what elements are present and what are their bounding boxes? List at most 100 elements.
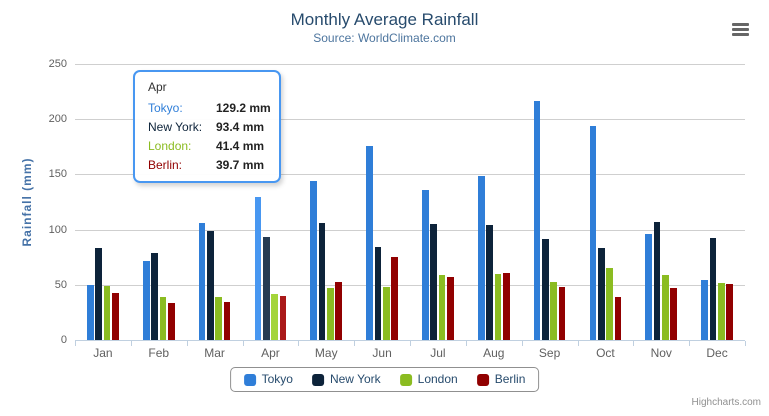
tooltip-row-new-york: New York: 93.4 mm <box>148 118 269 137</box>
x-axis-tick <box>75 341 76 346</box>
tooltip-series-value: 39.7 mm <box>216 158 265 172</box>
gridline-100 <box>75 229 745 231</box>
bar-tokyo-nov[interactable] <box>645 234 653 340</box>
bar-tokyo-may[interactable] <box>310 181 318 340</box>
legend-swatch-london <box>399 373 412 386</box>
hamburger-icon <box>732 33 749 36</box>
bar-london-dec[interactable] <box>717 283 725 340</box>
x-axis-tick <box>689 341 691 346</box>
tooltip-series-label: London: <box>148 139 192 153</box>
x-axis-tick <box>354 341 356 346</box>
bar-berlin-mar[interactable] <box>223 301 231 340</box>
chart-subtitle: Source: WorldClimate.com <box>313 31 456 45</box>
bar-new-york-mar[interactable] <box>207 231 214 340</box>
bar-berlin-may[interactable] <box>335 281 343 340</box>
bar-tokyo-jun[interactable] <box>366 145 373 340</box>
bar-london-mar[interactable] <box>215 296 223 340</box>
bar-berlin-oct[interactable] <box>614 296 622 340</box>
bar-london-sep[interactable] <box>550 282 558 340</box>
bar-new-york-sep[interactable] <box>542 239 549 340</box>
bar-new-york-feb[interactable] <box>151 253 158 340</box>
x-axis-label-sep: Sep <box>538 346 561 360</box>
bar-london-apr[interactable] <box>271 294 278 340</box>
bar-london-may[interactable] <box>327 288 334 340</box>
x-axis-label-jun: Jun <box>372 346 392 360</box>
bar-berlin-jul[interactable] <box>447 276 454 340</box>
bar-new-york-jul[interactable] <box>430 224 438 340</box>
x-axis-label-oct: Oct <box>596 346 615 360</box>
x-axis-tick <box>465 341 467 346</box>
bar-tokyo-mar[interactable] <box>198 222 206 340</box>
y-axis-label-0: 0 <box>60 334 67 346</box>
bar-tokyo-oct[interactable] <box>589 125 597 340</box>
bar-new-york-may[interactable] <box>318 222 326 340</box>
chart-title: Monthly Average Rainfall <box>290 10 479 29</box>
legend-label-new-york: New York <box>329 372 381 386</box>
y-axis-label-200: 200 <box>48 113 67 126</box>
legend-label-london: London <box>417 372 458 386</box>
bar-berlin-sep[interactable] <box>558 287 566 340</box>
tooltip-row-berlin: Berlin: 39.7 mm <box>148 156 269 175</box>
tooltip-series-value: 41.4 mm <box>216 139 265 153</box>
legend-item-london[interactable]: London <box>399 372 458 386</box>
tooltip-series-value: 129.2 mm <box>216 101 271 115</box>
bar-tokyo-dec[interactable] <box>701 279 708 340</box>
x-axis-tick <box>410 341 411 346</box>
x-axis-label-mar: Mar <box>204 346 225 360</box>
y-axis-label-50: 50 <box>54 278 67 291</box>
legend-label-tokyo: Tokyo <box>261 372 293 386</box>
bar-berlin-dec[interactable] <box>726 283 733 340</box>
tooltip-series-label: Berlin: <box>148 158 183 172</box>
bar-berlin-nov[interactable] <box>670 288 678 340</box>
bar-new-york-jan[interactable] <box>95 247 103 340</box>
bar-new-york-nov[interactable] <box>653 222 661 340</box>
tooltip-row-london: London: 41.4 mm <box>148 137 269 156</box>
y-axis-label-250: 250 <box>48 58 67 70</box>
tooltip-rows: Tokyo: 129.2 mm New York: 93.4 mm London: 41.… <box>148 99 271 175</box>
bar-new-york-jun[interactable] <box>374 246 382 340</box>
bar-new-york-apr[interactable] <box>262 236 270 340</box>
y-axis-label-100: 100 <box>48 223 67 236</box>
y-axis-label-150: 150 <box>48 168 67 181</box>
legend-item-new-york[interactable]: New York <box>311 372 381 386</box>
x-axis-tick <box>633 341 635 346</box>
legend-swatch-berlin <box>476 373 489 386</box>
gridline-250 <box>75 64 745 65</box>
bar-tokyo-jan[interactable] <box>87 284 94 340</box>
bar-berlin-apr[interactable] <box>279 296 287 340</box>
legend-label-berlin: Berlin <box>494 372 526 386</box>
bar-new-york-oct[interactable] <box>597 247 605 340</box>
tooltip-series-label: Tokyo: <box>148 101 183 115</box>
gridline-150 <box>75 174 745 176</box>
credits-link[interactable]: Highcharts.com <box>691 397 761 408</box>
x-axis-label-nov: Nov <box>650 346 672 360</box>
legend: Tokyo New York London Berlin <box>229 367 540 392</box>
bar-tokyo-aug[interactable] <box>477 176 485 340</box>
gridline-200 <box>75 119 745 121</box>
legend-item-berlin[interactable]: Berlin <box>476 372 526 386</box>
bar-berlin-jun[interactable] <box>391 256 398 340</box>
legend-item-tokyo[interactable]: Tokyo <box>243 372 293 386</box>
bar-tokyo-sep[interactable] <box>533 101 541 340</box>
bar-london-jan[interactable] <box>103 286 111 340</box>
bar-berlin-aug[interactable] <box>502 273 510 340</box>
bar-london-jun[interactable] <box>382 286 390 340</box>
bar-new-york-aug[interactable] <box>486 224 493 340</box>
bar-tokyo-jul[interactable] <box>422 190 429 340</box>
bar-london-jul[interactable] <box>438 274 446 340</box>
bar-tokyo-apr[interactable] <box>254 197 262 340</box>
x-axis-label-dec: Dec <box>706 346 728 360</box>
context-menu-button[interactable] <box>732 23 749 36</box>
x-axis-label-may: May <box>314 346 338 360</box>
bar-berlin-feb[interactable] <box>167 303 175 340</box>
bar-london-aug[interactable] <box>494 274 502 340</box>
bar-berlin-jan[interactable] <box>112 293 119 340</box>
bar-london-feb[interactable] <box>159 297 167 340</box>
bar-new-york-dec[interactable] <box>709 238 717 340</box>
bar-london-oct[interactable] <box>606 268 613 340</box>
x-axis-tick <box>186 341 188 346</box>
bar-tokyo-feb[interactable] <box>142 261 150 340</box>
x-axis-tick <box>242 341 244 346</box>
bar-london-nov[interactable] <box>662 274 669 340</box>
x-axis-tick <box>745 341 746 346</box>
